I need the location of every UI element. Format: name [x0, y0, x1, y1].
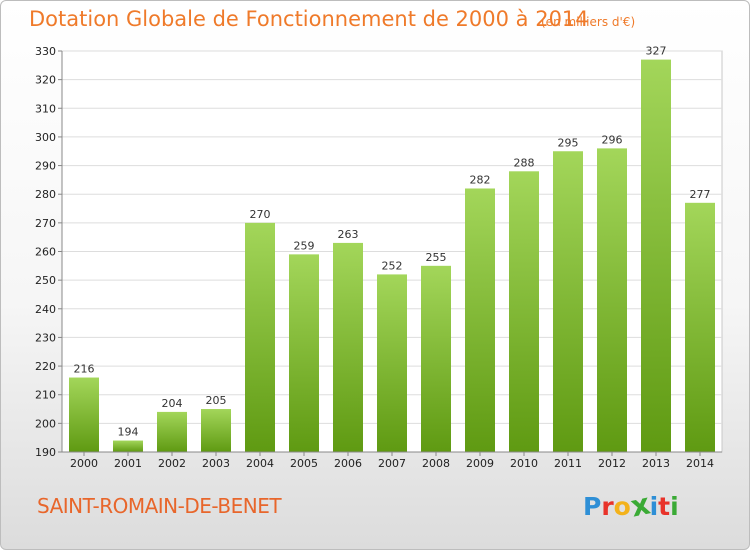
x-tick-label: 2013 — [642, 457, 670, 470]
bar — [201, 409, 231, 452]
data-label: 296 — [602, 133, 623, 146]
bar — [597, 148, 627, 452]
chart-title: Dotation Globale de Fonctionnement de 20… — [29, 7, 589, 31]
x-tick-label: 2001 — [114, 457, 142, 470]
x-tick-label: 2004 — [246, 457, 274, 470]
data-label: 259 — [294, 239, 315, 252]
proxiti-logo: Proxiti — [583, 486, 693, 523]
logo-letter: i — [649, 492, 659, 521]
data-label: 282 — [470, 173, 491, 186]
bar — [509, 171, 539, 453]
bar — [685, 202, 715, 452]
logo-letter: t — [658, 492, 671, 521]
data-label: 252 — [382, 259, 403, 272]
x-tick-label: 2006 — [334, 457, 362, 470]
bar — [465, 188, 495, 452]
x-tick-label: 2008 — [422, 457, 450, 470]
logo-letter: i — [670, 492, 679, 521]
x-tick-label: 2011 — [554, 457, 582, 470]
y-tick-label: 200 — [35, 417, 56, 430]
logo-letter: o — [613, 492, 631, 521]
y-tick-label: 240 — [35, 303, 56, 316]
data-label: 295 — [558, 136, 579, 149]
data-label: 263 — [338, 228, 359, 241]
bar — [157, 411, 187, 452]
data-label: 327 — [646, 45, 667, 58]
x-tick-label: 2002 — [158, 457, 186, 470]
data-label: 216 — [74, 363, 95, 376]
bar — [69, 377, 99, 452]
y-tick-label: 330 — [35, 45, 56, 58]
y-tick-label: 270 — [35, 217, 56, 230]
y-tick-label: 210 — [35, 389, 56, 402]
data-label: 270 — [250, 208, 271, 221]
y-tick-label: 290 — [35, 160, 56, 173]
data-label: 204 — [162, 397, 183, 410]
data-label: 205 — [206, 394, 227, 407]
x-tick-label: 2010 — [510, 457, 538, 470]
bar — [289, 254, 319, 452]
bar — [333, 242, 363, 452]
x-tick-label: 2007 — [378, 457, 406, 470]
bar — [113, 440, 143, 452]
chart-subtitle: (en milliers d'€) — [541, 15, 636, 29]
x-tick-label: 2012 — [598, 457, 626, 470]
data-label: 194 — [118, 426, 139, 439]
y-tick-label: 260 — [35, 246, 56, 259]
bar — [421, 265, 451, 452]
x-tick-label: 2009 — [466, 457, 494, 470]
logo-letter: r — [601, 492, 614, 521]
y-tick-label: 300 — [35, 131, 56, 144]
bar — [377, 274, 407, 452]
data-label: 288 — [514, 156, 535, 169]
y-tick-label: 250 — [35, 274, 56, 287]
y-tick-label: 310 — [35, 102, 56, 115]
x-tick-label: 2003 — [202, 457, 230, 470]
y-tick-label: 190 — [35, 446, 56, 459]
data-label: 255 — [426, 251, 447, 264]
x-tick-label: 2005 — [290, 457, 318, 470]
x-tick-label: 2000 — [70, 457, 98, 470]
y-tick-label: 220 — [35, 360, 56, 373]
logo-letter: P — [583, 492, 602, 521]
city-name: SAINT-ROMAIN-DE-BENET — [37, 494, 282, 518]
y-tick-label: 230 — [35, 331, 56, 344]
data-label: 277 — [690, 188, 711, 201]
y-tick-label: 320 — [35, 74, 56, 87]
bar — [245, 222, 275, 452]
x-tick-label: 2014 — [686, 457, 714, 470]
y-tick-label: 280 — [35, 188, 56, 201]
bar — [553, 151, 583, 452]
bar — [641, 59, 671, 452]
